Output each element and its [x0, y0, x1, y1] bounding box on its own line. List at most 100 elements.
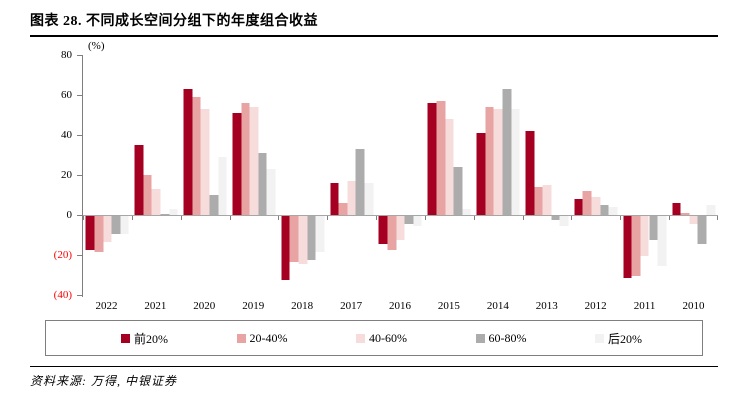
source-text: 资料来源: 万得, 中银证券: [30, 374, 177, 388]
bar: [591, 197, 601, 215]
bar-group: [523, 55, 572, 297]
legend-swatch: [121, 333, 130, 343]
legend-label: 60-80%: [488, 330, 527, 345]
bar: [218, 157, 227, 215]
bar: [485, 107, 494, 215]
bar: [445, 119, 454, 215]
bar: [680, 213, 690, 215]
bar: [143, 175, 152, 215]
bar: [281, 216, 290, 280]
bar: [85, 216, 95, 250]
x-tick: [717, 216, 718, 220]
bar: [289, 216, 299, 262]
bar: [697, 216, 707, 244]
bar-group: [474, 55, 523, 297]
x-tick: [473, 216, 475, 220]
y-tick-mark: [77, 215, 82, 216]
bar: [582, 191, 592, 215]
legend-swatch: [356, 333, 365, 343]
bar: [120, 216, 129, 234]
legend-swatch: [595, 333, 604, 343]
bar-cluster: [672, 55, 716, 297]
x-tick: [669, 216, 671, 220]
y-tick-mark: [77, 55, 82, 56]
bar: [462, 209, 471, 215]
bar: [502, 89, 512, 215]
bar: [706, 205, 716, 215]
x-axis-year-label: 2018: [291, 300, 314, 312]
y-tick-mark: [77, 255, 82, 256]
bar-cluster: [281, 55, 325, 297]
x-tick: [620, 216, 622, 220]
bar: [111, 216, 121, 234]
x-axis-year-label: 2014: [486, 300, 509, 312]
bar: [657, 216, 667, 266]
bar-group: [620, 55, 669, 297]
x-axis-labels: 2022 2021 2020 2019 2018 2017 2016 2015 2014 2013…: [82, 300, 718, 312]
bar: [378, 216, 388, 244]
source-divider: [30, 366, 718, 367]
bar: [103, 216, 112, 242]
legend-label: 40-60%: [369, 330, 407, 345]
bar: [232, 113, 242, 215]
x-axis-year-label: 2016: [388, 300, 411, 312]
y-tick-mark: [77, 135, 82, 136]
bar: [330, 183, 339, 215]
figure-title: 图表 28. 不同成长空间分组下的年度组合收益: [30, 14, 318, 29]
bar: [559, 216, 569, 226]
bar: [347, 181, 356, 215]
bar: [338, 203, 348, 215]
bar: [364, 183, 374, 215]
y-tick-mark: [77, 95, 82, 96]
x-tick: [278, 216, 280, 220]
bar: [183, 89, 193, 215]
x-tick: [131, 216, 133, 220]
legend-swatch: [236, 333, 246, 343]
x-axis-year-label: 2010: [682, 300, 705, 312]
y-tick-label: 80: [61, 49, 72, 61]
bar: [387, 216, 397, 250]
bar-cluster: [232, 55, 276, 297]
x-tick: [424, 216, 426, 220]
bar: [525, 131, 535, 215]
bar-cluster: [183, 55, 227, 297]
bar: [649, 216, 658, 240]
legend-label: 前20%: [134, 331, 168, 346]
legend-swatch: [475, 333, 485, 343]
bar-cluster: [574, 55, 618, 297]
bar: [404, 216, 414, 224]
bar-cluster: [623, 55, 667, 297]
bar: [534, 187, 543, 215]
bar: [600, 205, 609, 215]
x-axis-year-label: 2013: [535, 300, 558, 312]
bar-group: [83, 55, 132, 297]
x-tick: [180, 216, 182, 220]
bar: [241, 103, 250, 215]
bar-cluster: [525, 55, 569, 297]
x-axis-year-label: 2012: [584, 300, 607, 312]
x-tick: [522, 216, 524, 220]
y-tick-mark: [77, 295, 82, 296]
chart-body: 80 60 40 20 0 (20) (40): [30, 49, 718, 301]
bar: [134, 145, 144, 215]
bar: [355, 149, 365, 215]
y-tick-label: (20): [53, 249, 72, 261]
x-axis-year-label: 2011: [633, 300, 656, 312]
y-axis: 80 60 40 20 0 (20) (40): [30, 49, 82, 301]
x-axis-year-label: 2021: [144, 300, 167, 312]
x-axis-year-label: 2015: [437, 300, 460, 312]
plot-area: [82, 55, 718, 297]
legend-label: 后20%: [608, 331, 642, 346]
bar: [160, 214, 170, 215]
legend-item: 前20%: [121, 330, 168, 347]
bar: [453, 167, 463, 215]
x-tick: [376, 216, 378, 220]
bar-group: [425, 55, 474, 297]
bar: [551, 216, 560, 220]
bar-group: [230, 55, 279, 297]
bar: [608, 207, 618, 215]
bar: [413, 216, 422, 226]
y-tick-label: 20: [61, 169, 72, 181]
bar-cluster: [378, 55, 422, 297]
